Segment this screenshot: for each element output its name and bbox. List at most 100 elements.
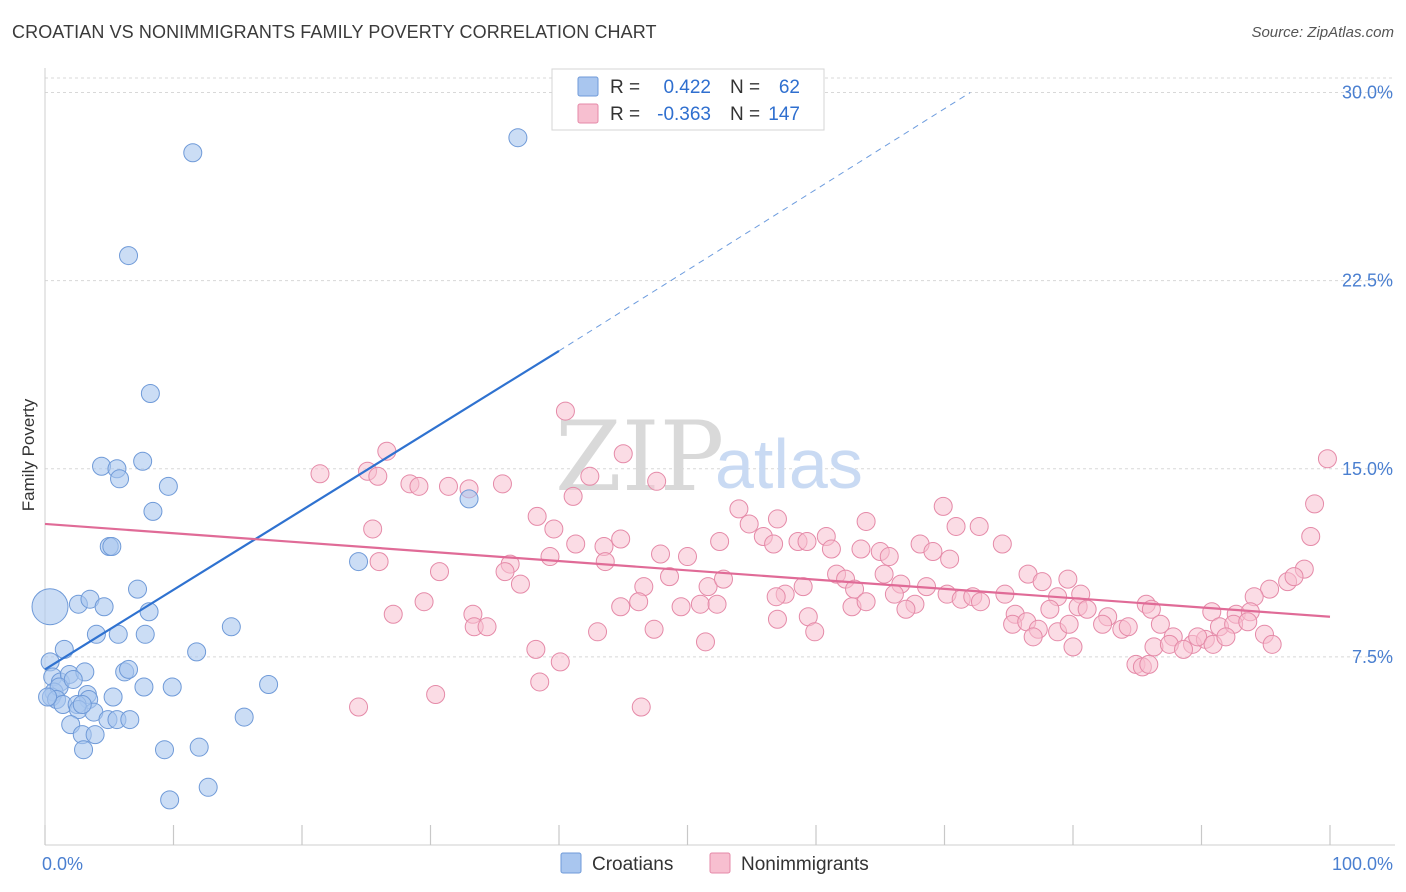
nonimmigrants-point [729, 499, 749, 519]
legend-nonimmigrants-r-value: -0.363 [657, 104, 711, 125]
croatians-point [349, 552, 369, 572]
nonimmigrants-point [631, 697, 651, 717]
nonimmigrants-point [671, 597, 691, 617]
nonimmigrants-point [414, 592, 434, 612]
croatians-point [94, 597, 114, 617]
nonimmigrants-point [383, 604, 403, 624]
nonimmigrants-point [1058, 569, 1078, 589]
nonimmigrants-point [580, 466, 600, 486]
croatians-point [459, 489, 479, 509]
nonimmigrants-point [566, 534, 586, 554]
watermark-zip: ZIP [555, 401, 724, 513]
croatians-point [160, 790, 180, 810]
croatians-point [187, 642, 207, 662]
nonimmigrants-point [851, 539, 871, 559]
nonimmigrants-point [438, 476, 458, 496]
croatians-point [140, 384, 160, 404]
nonimmigrants-point [426, 685, 446, 705]
nonimmigrants-point [1139, 654, 1159, 674]
nonimmigrants-point [797, 532, 817, 552]
x-tick-label-1: 100.0% [1332, 854, 1393, 874]
series-legend: Croatians Nonimmigrants [560, 852, 869, 875]
correlation-legend: R = 0.422 N = 62 R = -0.363 N = 147 [551, 68, 825, 131]
nonimmigrants-point [1032, 572, 1052, 592]
y-tick-label-3: 30.0% [1342, 83, 1393, 103]
nonimmigrants-point [611, 529, 631, 549]
nonimmigrants-point [884, 584, 904, 604]
nonimmigrants-point [856, 511, 876, 531]
nonimmigrants-point [821, 539, 841, 559]
nonimmigrants-point [764, 534, 784, 554]
bottom-legend-nonimmigrants-swatch [709, 852, 731, 874]
croatians-point [102, 537, 122, 557]
nonimmigrants-point [856, 592, 876, 612]
nonimmigrants-point [409, 476, 429, 496]
croatians-point [119, 659, 139, 679]
nonimmigrants-point [349, 697, 369, 717]
nonimmigrants-point [550, 652, 570, 672]
legend-croatians-r-label: R = [610, 77, 640, 98]
nonimmigrants-trend-line [44, 522, 1331, 618]
nonimmigrants-point [1059, 614, 1079, 634]
nonimmigrants-point [1216, 627, 1236, 647]
nonimmigrants-point [707, 594, 727, 614]
y-tick-label-0: 7.5% [1352, 647, 1393, 667]
nonimmigrants-point [555, 401, 575, 421]
nonimmigrants-point [369, 552, 389, 572]
croatians-point [259, 674, 279, 694]
legend-croatians-swatch [577, 76, 599, 97]
nonimmigrants-point [793, 577, 813, 597]
nonimmigrants-point [1238, 612, 1258, 632]
nonimmigrants-point [363, 519, 383, 539]
croatians-point [143, 501, 163, 521]
nonimmigrants-point [690, 594, 710, 614]
croatians-point [135, 624, 155, 644]
nonimmigrants-point [1260, 579, 1280, 599]
y-tick-label-1: 15.0% [1342, 459, 1393, 479]
nonimmigrants-point [527, 506, 547, 526]
trend-lines [44, 92, 1331, 671]
chart-source: Source: ZipAtlas.com [1251, 24, 1394, 41]
nonimmigrants-point [695, 632, 715, 652]
nonimmigrants-point [1150, 614, 1170, 634]
nonimmigrants-point [544, 519, 564, 539]
x-tick-label-0: 0.0% [42, 854, 83, 874]
croatians-trend-extension [558, 92, 971, 352]
axes [44, 68, 1395, 846]
nonimmigrants-point [1188, 627, 1208, 647]
legend-croatians-n-label: N = [730, 77, 760, 98]
y-axis-label: Family Poverty [19, 398, 38, 511]
nonimmigrants-point [429, 562, 449, 582]
nonimmigrants-point [946, 516, 966, 536]
croatians-point [183, 143, 203, 163]
croatians-points [31, 128, 528, 810]
x-tick-labels: 0.0% 100.0% [42, 854, 1393, 874]
croatians-point [189, 737, 209, 757]
nonimmigrants-point [530, 672, 550, 692]
nonimmigrants-point [992, 534, 1012, 554]
croatians-point [133, 451, 153, 471]
y-tick-labels: 7.5% 15.0% 22.5% 30.0% [1342, 83, 1393, 667]
nonimmigrants-point [644, 619, 664, 639]
legend-nonimmigrants-r-label: R = [610, 104, 640, 125]
nonimmigrants-point [1093, 614, 1113, 634]
legend-nonimmigrants-n-value: 147 [768, 104, 800, 125]
nonimmigrants-point [713, 569, 733, 589]
croatians-point [85, 725, 105, 745]
nonimmigrants-point [805, 622, 825, 642]
nonimmigrants-point [874, 564, 894, 584]
nonimmigrants-point [1284, 567, 1304, 587]
croatians-point [74, 740, 94, 760]
nonimmigrants-point [563, 486, 583, 506]
gridlines [45, 77, 1395, 658]
bottom-legend-croatians-label: Croatians [592, 854, 673, 875]
legend-nonimmigrants-n-label: N = [730, 104, 760, 125]
nonimmigrants-point [698, 577, 718, 597]
croatians-point [103, 687, 123, 707]
nonimmigrants-point [1023, 627, 1043, 647]
nonimmigrants-point [660, 567, 680, 587]
croatians-point [128, 579, 148, 599]
nonimmigrants-point [611, 597, 631, 617]
watermark-atlas: atlas [715, 425, 863, 503]
